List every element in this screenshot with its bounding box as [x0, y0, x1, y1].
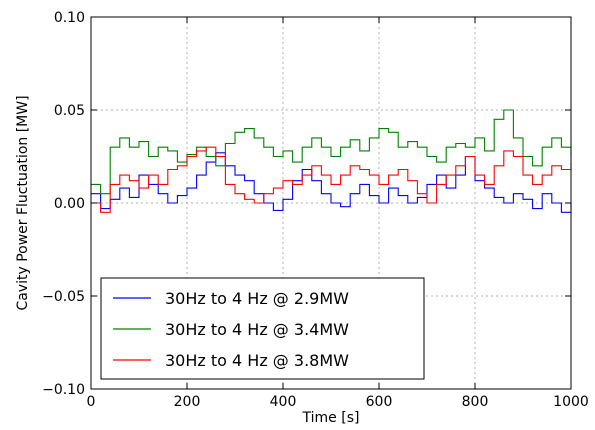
y-tick-labels: −0.10 −0.05 0.00 0.05 0.10 [42, 10, 85, 398]
x-tick-label: 600 [366, 394, 393, 410]
x-tick-label: 400 [270, 394, 297, 410]
plot-series [91, 109, 572, 213]
legend-box [100, 277, 425, 380]
x-tick-label: 0 [87, 394, 96, 410]
series-line-2 [91, 109, 572, 195]
series-line-1 [91, 152, 572, 213]
x-tick-label: 200 [174, 394, 201, 410]
x-axis-label: Time [s] [302, 410, 360, 426]
legend-label-3: 30Hz to 4 Hz @ 3.8MW [165, 351, 349, 370]
y-tick-label: −0.05 [42, 289, 85, 305]
legend: 30Hz to 4 Hz @ 2.9MW 30Hz to 4 Hz @ 3.4MW… [100, 277, 425, 380]
legend-label-1: 30Hz to 4 Hz @ 2.9MW [165, 289, 349, 308]
x-tick-labels: 0 200 400 600 800 1000 [87, 394, 589, 410]
y-tick-label: −0.10 [42, 382, 85, 398]
x-tick-label: 800 [462, 394, 489, 410]
axis-ticks [90, 16, 572, 390]
series-line-3 [91, 146, 572, 213]
y-axis-label: Cavity Power Fluctuation [MW] [15, 95, 31, 310]
legend-label-2: 30Hz to 4 Hz @ 3.4MW [165, 320, 349, 339]
y-tick-label: 0.05 [54, 103, 85, 119]
x-tick-label: 1000 [553, 394, 589, 410]
y-tick-label: 0.00 [54, 196, 85, 212]
y-tick-label: 0.10 [54, 10, 85, 26]
